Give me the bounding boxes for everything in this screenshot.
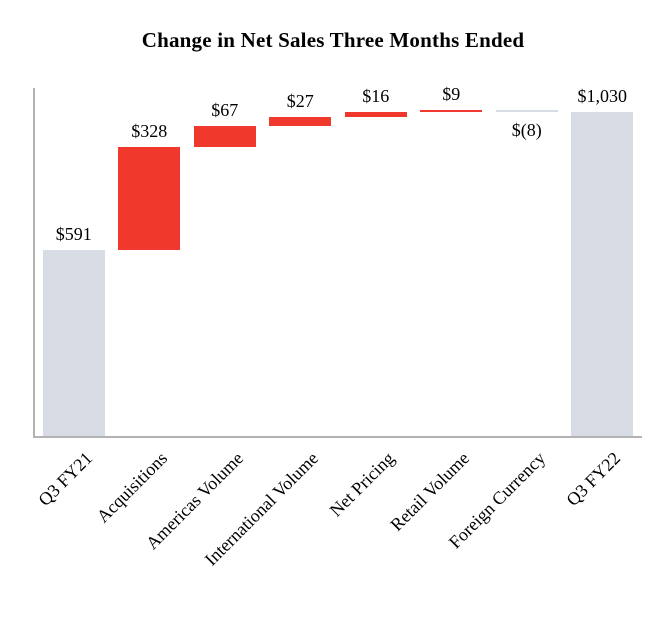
bar-q3-fy22: [571, 112, 634, 436]
x-axis-line: [33, 436, 642, 438]
bar-americas-volume: [193, 125, 256, 147]
value-label-retail-volume: $9: [442, 83, 461, 104]
value-label-foreign-currency: $(8): [511, 120, 542, 141]
bar-foreign-currency: [495, 109, 558, 113]
bar-retail-volume: [420, 109, 483, 113]
x-label-net-pricing: Net Pricing: [325, 448, 398, 521]
value-label-americas-volume: $67: [211, 99, 239, 120]
bar-acquisitions: [118, 146, 181, 251]
x-label-q3-fy21: Q3 FY21: [34, 448, 96, 510]
y-axis-line: [33, 88, 35, 438]
x-label-q3-fy22: Q3 FY22: [562, 448, 625, 510]
value-label-international-volume: $27: [286, 91, 314, 112]
x-label-acquisitions: Acquisitions: [92, 448, 172, 527]
bar-q3-fy21: [42, 250, 105, 436]
value-label-q3-fy21: $591: [55, 224, 92, 245]
value-label-net-pricing: $16: [362, 86, 390, 107]
bar-international-volume: [269, 117, 332, 126]
value-label-q3-fy22: $1,030: [577, 86, 628, 107]
bar-net-pricing: [344, 112, 407, 118]
value-label-acquisitions: $328: [131, 120, 168, 141]
chart-title: Change in Net Sales Three Months Ended: [141, 28, 525, 52]
